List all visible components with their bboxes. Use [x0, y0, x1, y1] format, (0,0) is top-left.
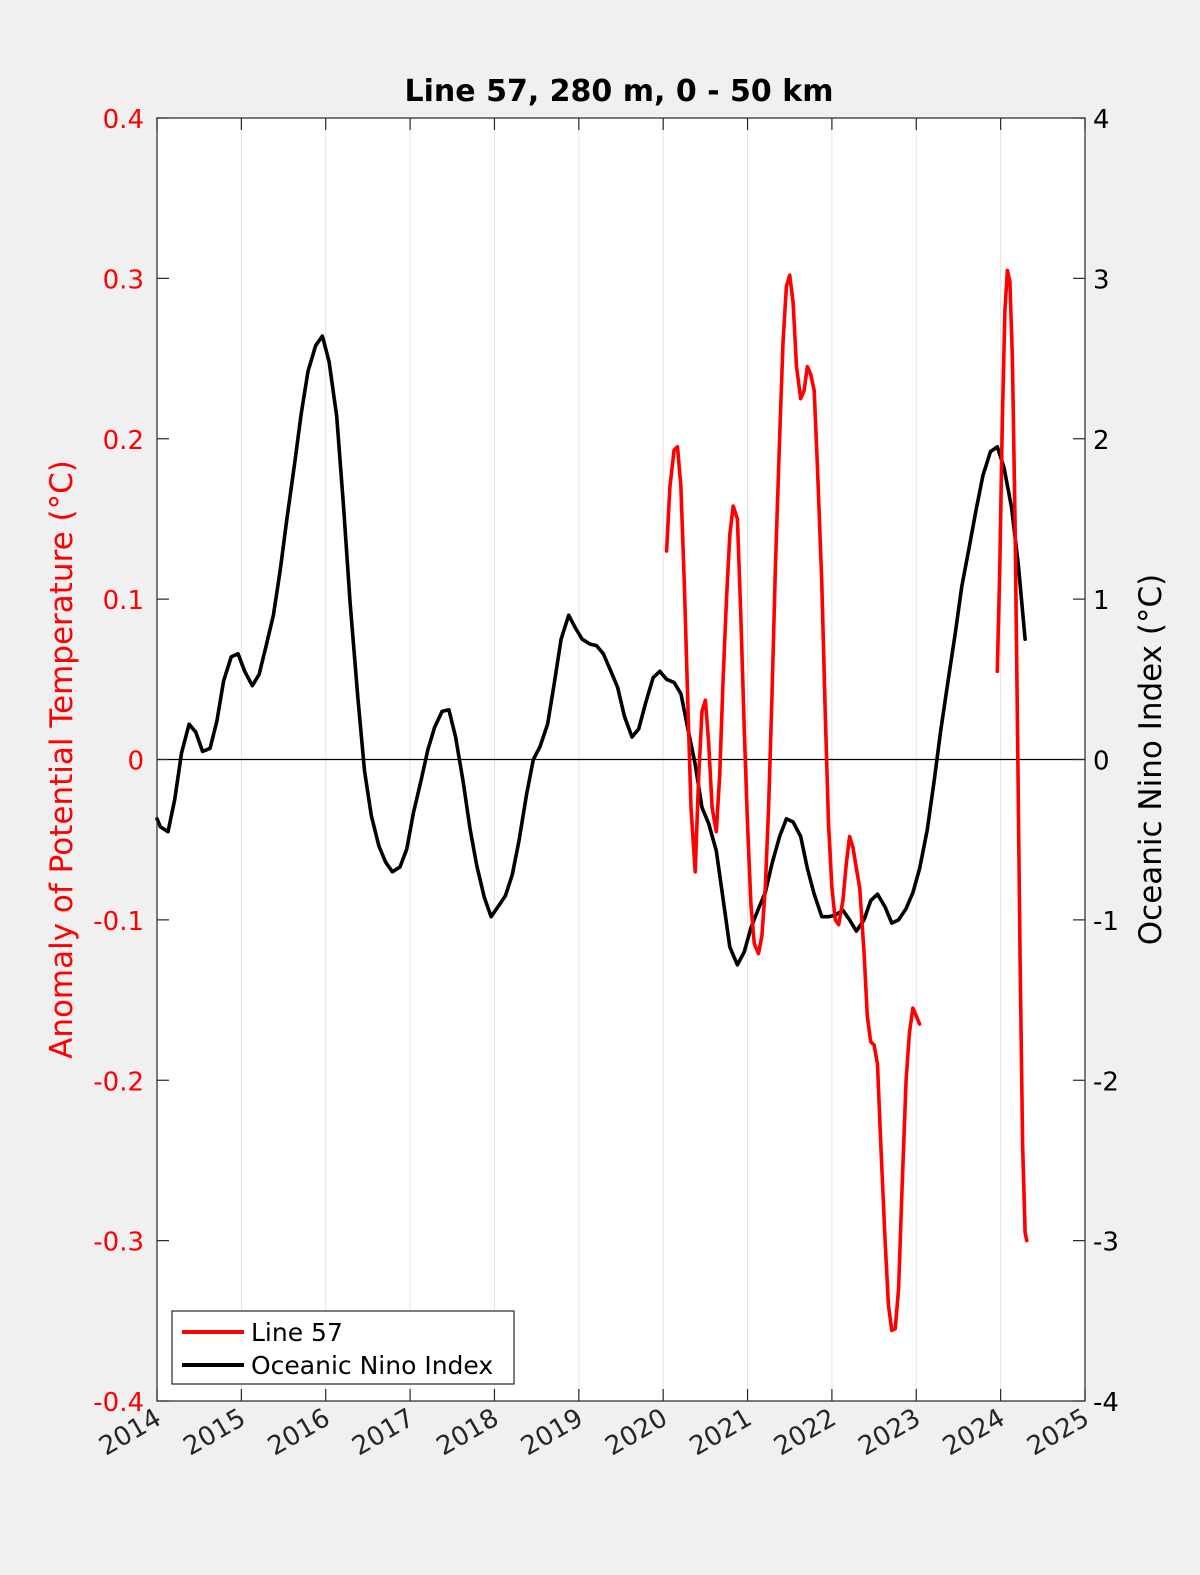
y-right-tick-label: 1	[1093, 586, 1110, 616]
y-axis-right: -4 -3 -2 -1 0 1 2 3 4	[1073, 105, 1119, 1418]
y-axis-left: -0.4 -0.3 -0.2 -0.1 0 0.1 0.2 0.3 0.4	[93, 105, 169, 1418]
legend-label-oni: Oceanic Nino Index	[251, 1351, 493, 1380]
series-line-oceanic-nino-index	[155, 334, 1027, 967]
series-layer	[155, 268, 1029, 1333]
y-left-tick-label: -0.4	[93, 1388, 144, 1418]
legend: Line 57 Oceanic Nino Index	[171, 1310, 515, 1385]
y-left-tick-label: -0.1	[93, 907, 144, 937]
y-left-tick-label: 0	[127, 747, 144, 777]
y-right-tick-label: -1	[1093, 907, 1119, 937]
y-right-tick-label: 0	[1093, 747, 1110, 777]
y-left-tick-label: 0.2	[103, 426, 144, 456]
y-right-tick-label: 2	[1093, 426, 1110, 456]
y-left-tick-label: 0.3	[103, 265, 144, 295]
legend-label-line-57: Line 57	[251, 1318, 343, 1347]
y-right-tick-label: -4	[1093, 1388, 1119, 1418]
y-axis-left-label: Anomaly of Potential Temperature (°C)	[44, 460, 80, 1059]
y-right-tick-label: 3	[1093, 265, 1110, 295]
y-axis-right-label: Oceanic Nino Index (°C)	[1133, 574, 1169, 945]
y-left-tick-label: -0.3	[93, 1228, 144, 1258]
y-right-tick-label: 4	[1093, 105, 1110, 135]
legend-box	[171, 1310, 515, 1385]
y-left-tick-label: 0.1	[103, 586, 144, 616]
chart-title: Line 57, 280 m, 0 - 50 km	[405, 74, 834, 109]
series-line-line-57-segment	[995, 268, 1029, 1243]
y-right-tick-label: -3	[1093, 1228, 1119, 1258]
y-right-tick-label: -2	[1093, 1067, 1119, 1097]
y-left-tick-label: 0.4	[103, 105, 144, 135]
y-left-tick-label: -0.2	[93, 1067, 144, 1097]
series-line-line-57-segment	[664, 273, 922, 1333]
